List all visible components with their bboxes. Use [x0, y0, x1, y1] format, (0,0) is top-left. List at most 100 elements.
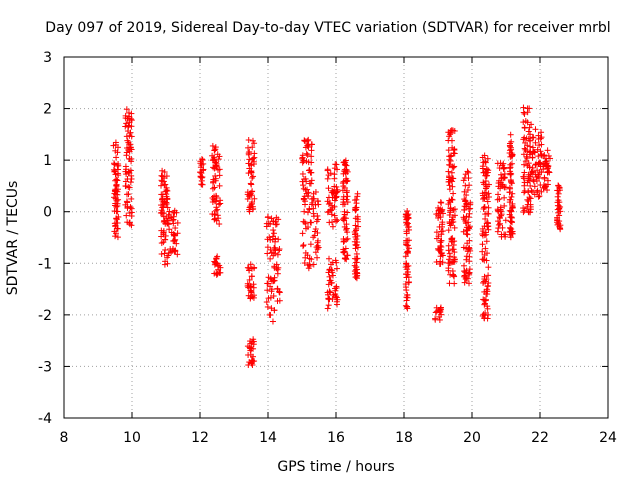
x-tick-label: 14 — [259, 430, 277, 446]
data-point — [447, 209, 454, 216]
data-point — [529, 134, 536, 141]
data-point — [247, 168, 254, 175]
data-point — [271, 250, 278, 257]
data-point — [450, 246, 457, 253]
data-point — [481, 203, 488, 210]
data-point — [124, 219, 131, 226]
data-point — [333, 183, 340, 190]
data-point — [301, 208, 308, 215]
y-tick-label: 0 — [43, 205, 52, 221]
data-point — [159, 167, 166, 174]
x-tick-label: 16 — [327, 430, 345, 446]
data-point — [302, 254, 309, 261]
data-point — [246, 156, 253, 163]
data-point — [274, 251, 281, 258]
data-point — [508, 193, 515, 200]
data-point — [447, 253, 454, 260]
data-point — [168, 249, 175, 256]
data-point — [556, 184, 563, 191]
data-point — [555, 197, 562, 204]
data-point — [125, 122, 132, 129]
data-point — [482, 229, 489, 236]
data-point — [555, 202, 562, 209]
data-point — [247, 345, 254, 352]
data-point — [445, 242, 452, 249]
data-point — [166, 208, 173, 215]
data-point — [213, 217, 220, 224]
data-point — [502, 217, 509, 224]
data-point — [128, 195, 135, 202]
data-point — [113, 197, 120, 204]
data-point — [351, 197, 358, 204]
data-point — [122, 178, 129, 185]
data-point — [248, 273, 255, 280]
data-point — [170, 246, 177, 253]
data-point — [499, 174, 506, 181]
data-point — [247, 261, 254, 268]
data-point — [111, 187, 118, 194]
data-point — [300, 157, 307, 164]
data-point — [306, 255, 313, 262]
data-point — [480, 179, 487, 186]
data-points — [110, 104, 564, 369]
data-point — [274, 285, 281, 292]
data-point — [535, 160, 542, 167]
data-point — [332, 287, 339, 294]
data-point — [128, 123, 135, 130]
y-tick-label: 1 — [43, 153, 52, 169]
data-point — [353, 236, 360, 243]
data-point — [217, 200, 224, 207]
data-point — [451, 163, 458, 170]
data-point — [479, 190, 486, 197]
data-point — [325, 281, 332, 288]
data-point — [354, 244, 361, 251]
data-point — [536, 159, 543, 166]
data-point — [525, 135, 532, 142]
data-point — [528, 121, 535, 128]
data-point — [449, 144, 456, 151]
data-point — [251, 195, 258, 202]
data-point — [545, 152, 552, 159]
data-point — [465, 169, 472, 176]
data-point — [162, 181, 169, 188]
data-point — [438, 250, 445, 257]
data-point — [308, 177, 315, 184]
data-point — [404, 220, 411, 227]
data-point — [507, 225, 514, 232]
y-tick-label: -3 — [38, 359, 52, 375]
data-point — [314, 229, 321, 236]
data-point — [330, 189, 337, 196]
data-point — [216, 182, 223, 189]
data-point — [325, 296, 332, 303]
data-point — [270, 218, 277, 225]
data-point — [248, 169, 255, 176]
data-point — [554, 221, 561, 228]
data-point — [246, 148, 253, 155]
data-point — [484, 305, 491, 312]
data-point — [535, 193, 542, 200]
data-point — [327, 170, 334, 177]
data-point — [271, 245, 278, 252]
data-point — [162, 246, 169, 253]
data-point — [197, 164, 204, 171]
data-point — [403, 219, 410, 226]
data-point — [267, 246, 274, 253]
data-point — [508, 208, 515, 215]
data-point — [341, 238, 348, 245]
data-point — [114, 234, 121, 241]
data-point — [333, 298, 340, 305]
data-point — [537, 135, 544, 142]
data-point — [308, 141, 315, 148]
data-point — [245, 144, 252, 151]
data-point — [447, 131, 454, 138]
data-point — [538, 169, 545, 176]
data-point — [128, 155, 135, 162]
data-point — [340, 183, 347, 190]
data-point — [312, 225, 319, 232]
data-point — [268, 288, 275, 295]
data-point — [541, 175, 548, 182]
data-point — [174, 219, 181, 226]
data-point — [451, 280, 458, 287]
data-point — [436, 316, 443, 323]
data-point — [521, 161, 528, 168]
